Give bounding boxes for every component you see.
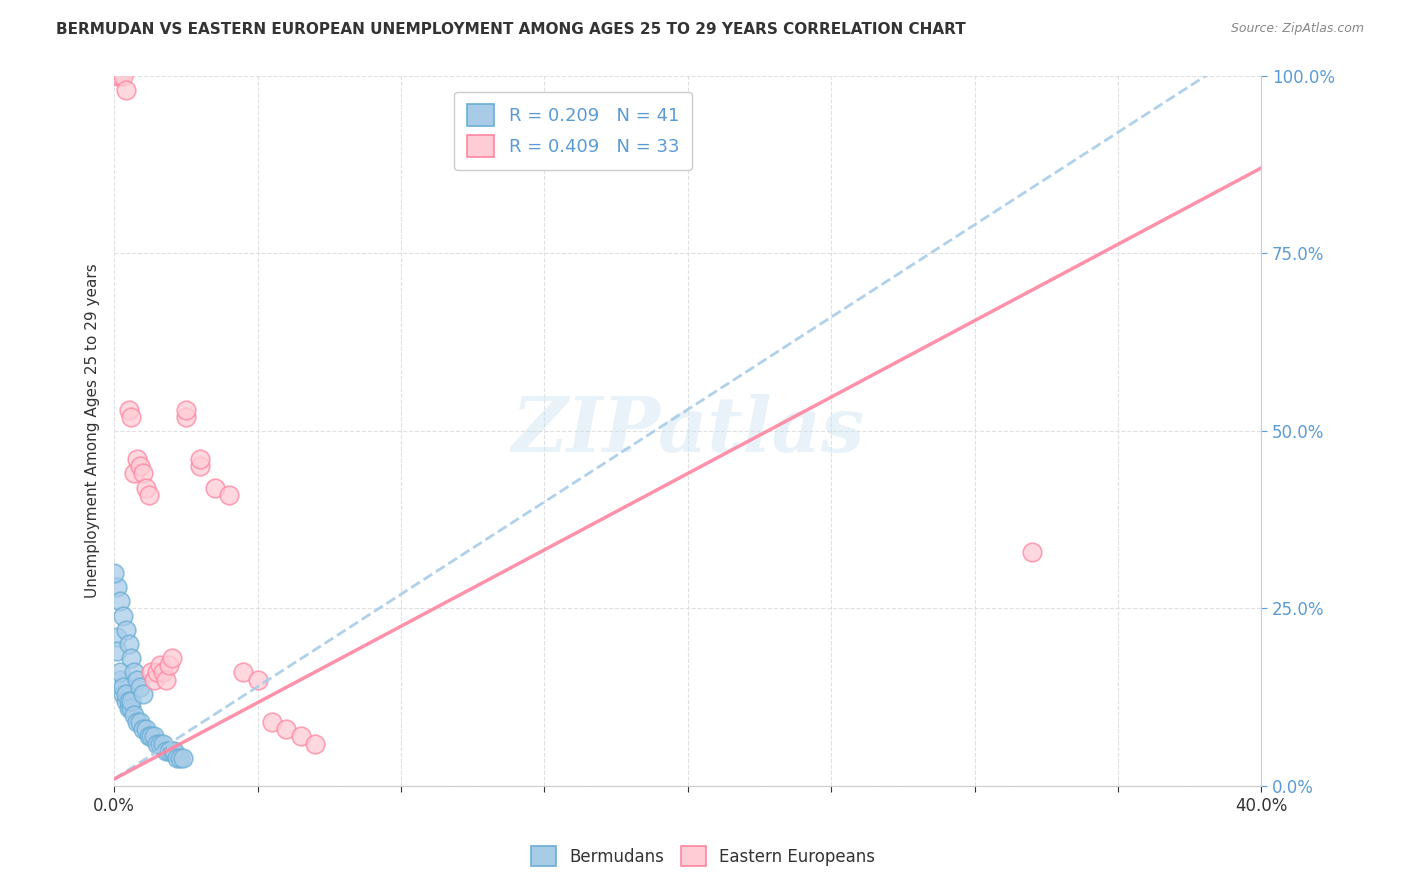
Point (129, 715, 152, 730)
Point (117, 701, 139, 715)
Point (218, 488, 240, 502)
Point (120, 701, 142, 715)
Point (111, 680, 134, 694)
Y-axis label: Unemployment Among Ages 25 to 29 years: Unemployment Among Ages 25 to 29 years (86, 263, 100, 599)
Point (114, 83, 136, 97)
Point (160, 743, 183, 757)
Point (135, 723, 157, 737)
Point (114, 694, 136, 708)
Legend: R = 0.209   N = 41, R = 0.409   N = 33: R = 0.209 N = 41, R = 0.409 N = 33 (454, 92, 692, 170)
Point (141, 665, 163, 680)
Point (108, 665, 131, 680)
Point (120, 651, 142, 665)
Text: BERMUDAN VS EASTERN EUROPEAN UNEMPLOYMENT AMONG AGES 25 TO 29 YEARS CORRELATION : BERMUDAN VS EASTERN EUROPEAN UNEMPLOYMEN… (56, 22, 966, 37)
Point (160, 651, 183, 665)
Point (105, 580, 128, 594)
Point (132, 467, 155, 481)
Point (143, 673, 166, 687)
Point (155, 743, 177, 757)
Point (108, 673, 131, 687)
Point (146, 665, 169, 680)
Point (232, 665, 254, 680)
Text: Source: ZipAtlas.com: Source: ZipAtlas.com (1230, 22, 1364, 36)
Point (122, 665, 145, 680)
Point (108, 594, 131, 608)
Point (138, 488, 160, 502)
Point (157, 658, 180, 673)
Point (188, 452, 211, 467)
Point (111, 687, 134, 701)
Point (1021, 544, 1043, 558)
Point (246, 673, 269, 687)
Point (166, 750, 188, 764)
Point (120, 694, 142, 708)
Point (132, 687, 155, 701)
Point (120, 409, 142, 424)
Text: ZIPatlas: ZIPatlas (512, 394, 865, 467)
Point (152, 737, 174, 751)
Point (188, 459, 211, 474)
Point (174, 409, 197, 424)
Point (117, 637, 139, 651)
Point (149, 737, 172, 751)
Point (149, 658, 172, 673)
Point (108, 69, 131, 83)
Point (127, 715, 149, 730)
Point (117, 694, 139, 708)
Point (204, 481, 226, 495)
Legend: Bermudans, Eastern Europeans: Bermudans, Eastern Europeans (523, 838, 883, 875)
Point (105, 644, 128, 658)
Point (141, 730, 163, 744)
Point (146, 737, 169, 751)
Point (143, 730, 166, 744)
Point (127, 673, 149, 687)
Point (111, 608, 134, 623)
Point (129, 680, 152, 694)
Point (111, 69, 134, 83)
Point (174, 402, 197, 417)
Point (103, 566, 125, 580)
Point (172, 750, 194, 764)
Point (304, 737, 326, 751)
Point (129, 459, 152, 474)
Point (105, 69, 128, 83)
Point (157, 743, 180, 757)
Point (290, 730, 312, 744)
Point (105, 630, 128, 644)
Point (122, 708, 145, 723)
Point (135, 481, 157, 495)
Point (132, 723, 155, 737)
Point (114, 687, 136, 701)
Point (138, 730, 160, 744)
Point (114, 623, 136, 637)
Point (117, 402, 139, 417)
Point (122, 467, 145, 481)
Point (163, 743, 186, 757)
Point (127, 452, 149, 467)
Point (152, 665, 174, 680)
Point (276, 723, 298, 737)
Point (169, 750, 191, 764)
Point (260, 715, 283, 730)
Point (155, 673, 177, 687)
